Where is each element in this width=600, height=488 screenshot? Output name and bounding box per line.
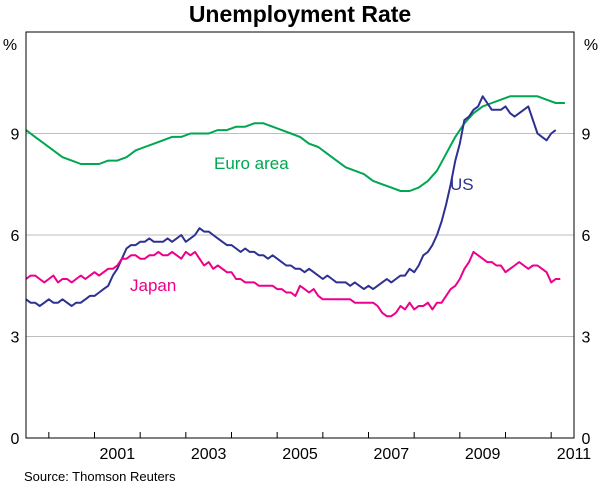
y-tick-left-3: 3 (11, 330, 20, 347)
x-tick-label-2003: 2003 (191, 446, 227, 463)
axis-ticks: 0 0 3 3 6 6 9 9 2001 2003 2005 2007 2009 2011 (11, 127, 592, 464)
source-note: Source: Thomson Reuters (24, 469, 176, 484)
y-tick-right-3: 3 (582, 330, 591, 347)
x-tick-label-2011: 2011 (557, 446, 592, 463)
series-lines (25, 95, 565, 318)
x-tick-label-2007: 2007 (374, 446, 410, 463)
y-tick-right-0: 0 (582, 431, 591, 448)
chart-title: Unemployment Rate (189, 1, 411, 27)
right-axis-unit: % (584, 37, 598, 54)
gridlines (26, 133, 574, 337)
y-tick-right-9: 9 (582, 127, 591, 144)
y-tick-left-0: 0 (11, 431, 20, 448)
x-tick-label-2009: 2009 (465, 446, 501, 463)
x-tick-label-2005: 2005 (282, 446, 318, 463)
series-label-us: US (450, 175, 474, 194)
series-label-japan: Japan (130, 276, 176, 295)
series-line-us (25, 95, 557, 307)
series-line-japan (25, 250, 561, 318)
left-axis-unit: % (3, 37, 17, 54)
x-tick-label-2001: 2001 (100, 446, 136, 463)
series-line-euro-area (25, 95, 565, 192)
y-tick-left-6: 6 (11, 228, 20, 245)
y-tick-right-6: 6 (582, 228, 591, 245)
y-tick-left-9: 9 (11, 127, 20, 144)
series-label-euro-area: Euro area (214, 154, 289, 173)
plot-frame (25, 31, 575, 439)
